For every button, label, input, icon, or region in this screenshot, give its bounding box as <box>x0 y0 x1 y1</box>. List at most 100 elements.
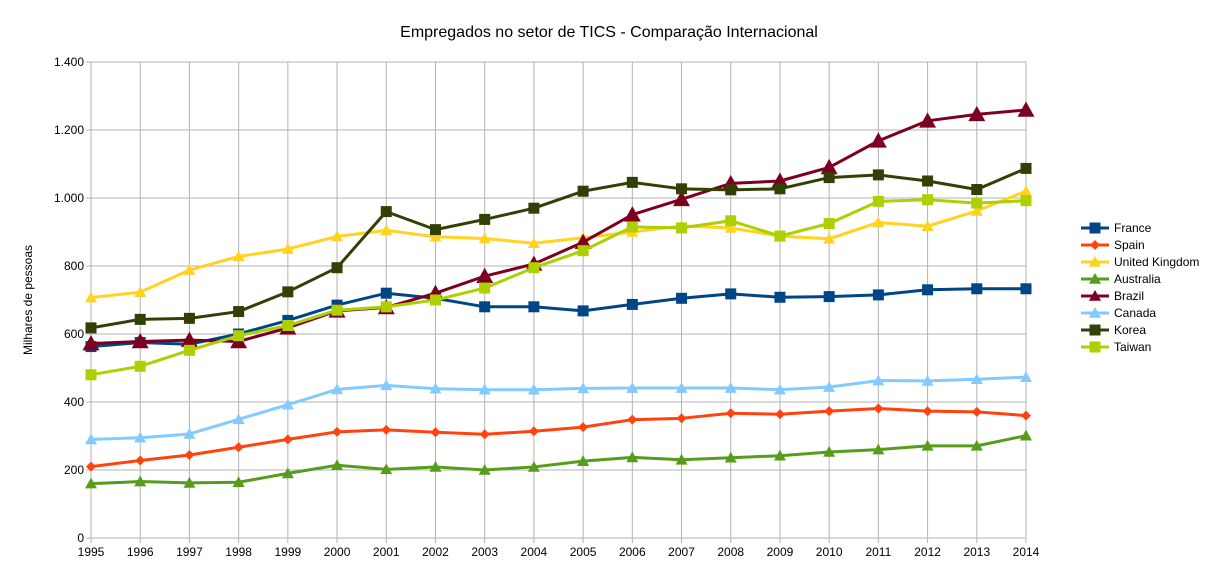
data-point-united-kingdom <box>232 250 245 262</box>
data-point-taiwan <box>183 344 195 356</box>
data-point-taiwan <box>380 301 392 313</box>
data-point-brazil <box>968 105 986 122</box>
data-point-brazil <box>476 267 494 283</box>
data-point-france <box>626 298 638 310</box>
data-point-korea <box>774 183 786 195</box>
y-tick-label: 1.400 <box>54 55 84 69</box>
data-point-spain <box>873 403 884 414</box>
x-tick-label: 1998 <box>225 545 252 559</box>
series-canada <box>85 371 1032 445</box>
data-point-australia <box>380 463 393 475</box>
data-point-taiwan <box>479 282 491 294</box>
data-point-australia <box>1020 429 1032 441</box>
data-point-canada <box>577 382 590 394</box>
data-point-australia <box>577 455 590 466</box>
data-point-spain <box>1021 410 1031 421</box>
data-point-spain <box>774 409 785 420</box>
data-point-korea <box>626 176 638 188</box>
x-tick-label: 2005 <box>570 545 597 559</box>
data-point-korea <box>282 286 294 298</box>
x-tick-label: 2011 <box>865 545 891 559</box>
data-point-korea <box>872 169 884 181</box>
data-point-united-kingdom <box>281 243 294 254</box>
data-point-korea <box>676 183 688 195</box>
data-point-australia <box>626 451 639 463</box>
y-tick-label: 1.000 <box>54 191 84 205</box>
data-point-france <box>971 283 983 295</box>
legend-label-brazil: Brazil <box>1114 289 1144 303</box>
data-point-taiwan <box>676 222 688 234</box>
x-tick-label: 2002 <box>422 545 449 559</box>
data-point-canada <box>183 427 196 439</box>
data-point-spain <box>578 422 589 433</box>
data-point-france <box>823 291 835 303</box>
data-point-spain <box>479 429 490 440</box>
series-united-kingdom <box>85 185 1032 303</box>
data-point-korea <box>331 262 343 274</box>
x-tick-label: 1996 <box>127 545 154 559</box>
x-tick-label: 2010 <box>816 545 843 559</box>
data-point-united-kingdom <box>527 237 540 249</box>
data-point-united-kingdom <box>872 216 885 228</box>
series-line-australia <box>90 434 1027 486</box>
data-point-canada <box>232 413 245 425</box>
data-point-spain <box>430 427 441 438</box>
data-point-taiwan <box>85 369 97 381</box>
data-point-australia <box>872 443 885 455</box>
data-point-taiwan <box>429 294 441 306</box>
data-point-australia <box>823 445 836 457</box>
data-point-australia <box>429 460 442 472</box>
data-point-united-kingdom <box>823 232 836 244</box>
data-point-taiwan <box>331 304 343 316</box>
data-point-canada <box>380 379 393 391</box>
data-point-canada <box>773 383 786 395</box>
legend-marker-spain <box>1090 240 1100 250</box>
series-line-brazil <box>90 108 1027 346</box>
series-line-united-kingdom <box>90 189 1027 300</box>
data-point-brazil <box>82 335 100 351</box>
x-tick-label: 2014 <box>1013 545 1040 559</box>
data-point-korea <box>85 322 97 334</box>
series-line-taiwan <box>90 198 1027 377</box>
data-point-taiwan <box>725 215 737 227</box>
data-point-taiwan <box>971 197 983 209</box>
data-point-australia <box>675 453 688 465</box>
data-point-korea <box>233 306 245 318</box>
series-korea <box>85 162 1032 334</box>
data-point-australia <box>527 460 540 472</box>
data-point-korea <box>380 206 392 218</box>
data-point-australia <box>134 475 147 487</box>
data-point-france <box>774 291 786 303</box>
data-point-france <box>380 287 392 299</box>
data-point-france <box>676 292 688 304</box>
data-point-australia <box>281 467 294 479</box>
data-point-united-kingdom <box>724 221 737 233</box>
x-tick-label: 1997 <box>176 545 203 559</box>
data-point-korea <box>429 224 441 236</box>
data-point-united-kingdom <box>1020 185 1032 196</box>
legend-item-canada: Canada <box>1081 306 1156 320</box>
data-point-korea <box>183 312 195 324</box>
data-point-taiwan <box>922 194 934 206</box>
y-tick-label: 400 <box>64 395 84 409</box>
data-point-france <box>872 289 884 301</box>
legend-marker-australia <box>1089 273 1101 284</box>
legend-label-united-kingdom: United Kingdom <box>1114 255 1199 269</box>
y-tick-label: 200 <box>64 463 84 477</box>
data-point-korea <box>725 184 737 196</box>
data-point-united-kingdom <box>380 224 393 236</box>
grid-layer <box>90 61 1027 539</box>
y-tick-label: 800 <box>64 259 84 273</box>
data-point-canada <box>281 398 294 410</box>
data-point-canada <box>626 382 639 393</box>
data-point-brazil <box>673 190 691 207</box>
y-tick-label: 0 <box>77 531 84 545</box>
legend-marker-canada <box>1089 307 1101 318</box>
data-point-brazil <box>869 132 887 148</box>
data-point-taiwan <box>823 218 835 229</box>
data-point-united-kingdom <box>429 230 442 242</box>
chart-title: Empregados no setor de TICS - Comparação… <box>400 24 818 41</box>
legend-label-spain: Spain <box>1114 238 1145 252</box>
data-point-spain <box>676 413 687 424</box>
x-tick-label: 2004 <box>521 545 548 559</box>
